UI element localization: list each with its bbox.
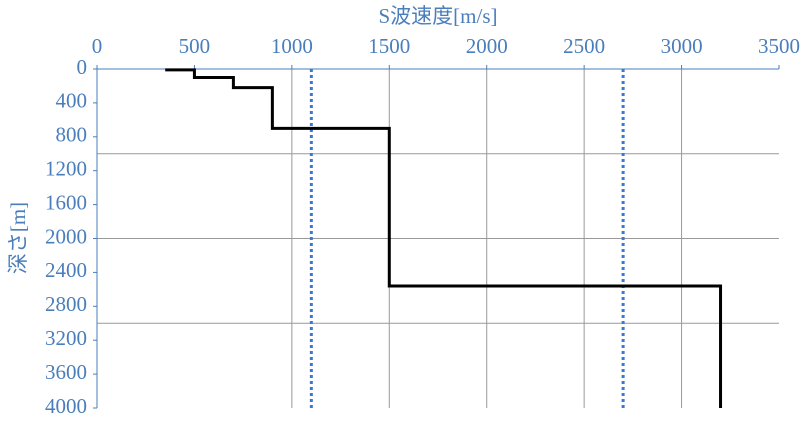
x-tick-label: 3500	[758, 34, 800, 58]
x-tick-label: 500	[179, 34, 211, 58]
y-tick-label: 2000	[45, 224, 87, 248]
x-tick-label: 2500	[563, 34, 605, 58]
x-tick-label: 3000	[661, 34, 703, 58]
y-tick-label: 800	[56, 123, 88, 147]
y-tick-label: 3200	[45, 326, 87, 350]
y-tick-label: 1600	[45, 190, 87, 214]
y-tick-label: 400	[56, 89, 88, 113]
x-tick-label: 1000	[271, 34, 313, 58]
y-tick-label: 2400	[45, 258, 87, 282]
y-tick-label: 1200	[45, 157, 87, 181]
x-tick-label: 2000	[466, 34, 508, 58]
y-tick-label: 2800	[45, 292, 87, 316]
x-tick-label: 0	[92, 34, 103, 58]
y-tick-label: 0	[77, 55, 88, 79]
series-line	[165, 68, 723, 408]
y-tick-label: 4000	[45, 394, 87, 418]
x-tick-label: 1500	[368, 34, 410, 58]
y-tick-label: 3600	[45, 360, 87, 384]
y-axis-title: 深さ[m]	[6, 202, 30, 274]
x-axis-title: S波速度[m/s]	[378, 4, 497, 28]
